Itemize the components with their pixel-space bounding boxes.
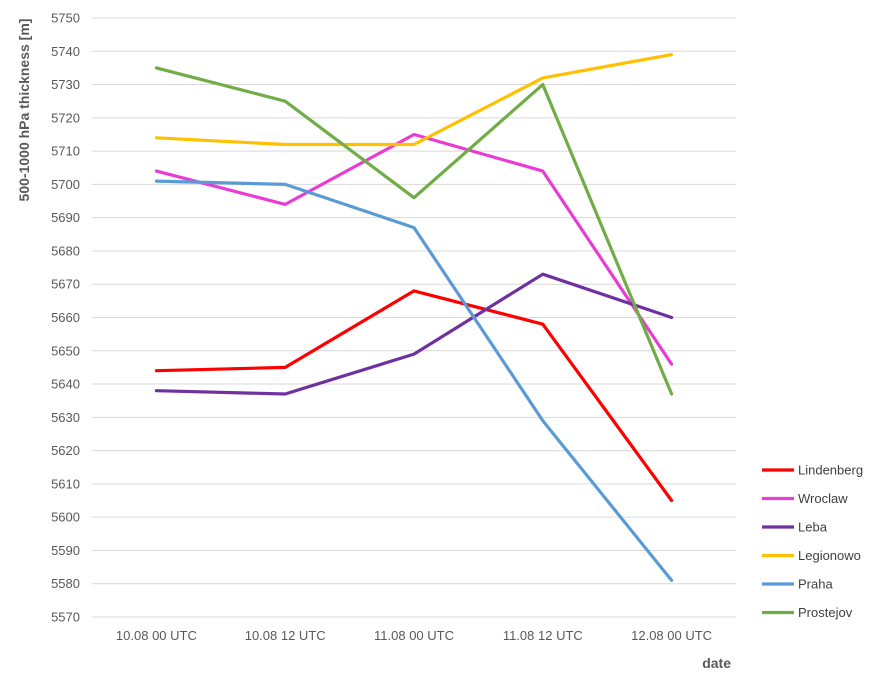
series-line-wroclaw xyxy=(156,135,671,365)
y-tick-label: 5660 xyxy=(51,310,80,325)
y-tick-label: 5610 xyxy=(51,476,80,491)
y-tick-label: 5670 xyxy=(51,277,80,292)
legend-label-legionowo: Legionowo xyxy=(798,548,861,563)
series-line-praha xyxy=(156,181,671,580)
y-tick-label: 5740 xyxy=(51,44,80,59)
y-tick-label: 5730 xyxy=(51,77,80,92)
series-line-legionowo xyxy=(156,55,671,145)
legend-label-wroclaw: Wroclaw xyxy=(798,491,848,506)
y-tick-label: 5630 xyxy=(51,410,80,425)
legend-label-lindenberg: Lindenberg xyxy=(798,463,863,478)
series-line-lindenberg xyxy=(156,291,671,501)
x-tick-label: 11.08 00 UTC xyxy=(374,628,454,643)
legend-label-praha: Praha xyxy=(798,577,833,592)
x-tick-label: 12.08 00 UTC xyxy=(631,628,712,643)
x-tick-label: 10.08 12 UTC xyxy=(245,628,326,643)
y-axis-title: 500-1000 hPa thickness [m] xyxy=(16,19,32,202)
y-tick-label: 5690 xyxy=(51,210,80,225)
x-axis-ticks: 10.08 00 UTC 10.08 12 UTC 11.08 00 UTC 11.0… xyxy=(116,628,712,643)
y-tick-label: 5680 xyxy=(51,243,80,258)
y-tick-label: 5650 xyxy=(51,343,80,358)
legend-label-leba: Leba xyxy=(798,520,828,535)
y-tick-label: 5720 xyxy=(51,110,80,125)
y-tick-label: 5590 xyxy=(51,543,80,558)
x-axis-title: date xyxy=(702,655,731,671)
series-line-prostejov xyxy=(156,68,671,394)
y-tick-label: 5640 xyxy=(51,377,80,392)
y-tick-label: 5710 xyxy=(51,144,80,159)
y-tick-label: 5580 xyxy=(51,576,80,591)
y-tick-label: 5700 xyxy=(51,177,80,192)
x-tick-label: 11.08 12 UTC xyxy=(503,628,583,643)
y-tick-label: 5570 xyxy=(51,610,80,625)
y-tick-label: 5600 xyxy=(51,510,80,525)
y-axis-ticks: 5570 5580 5590 5600 5610 5620 5630 5640 5650 5660… xyxy=(51,11,80,625)
y-tick-label: 5620 xyxy=(51,443,80,458)
legend-label-prostejov: Prostejov xyxy=(798,605,853,620)
x-tick-label: 10.08 00 UTC xyxy=(116,628,197,643)
y-tick-label: 5750 xyxy=(51,11,80,26)
legend: Lindenberg Wroclaw Leba Legionowo Praha Prost… xyxy=(762,463,863,621)
